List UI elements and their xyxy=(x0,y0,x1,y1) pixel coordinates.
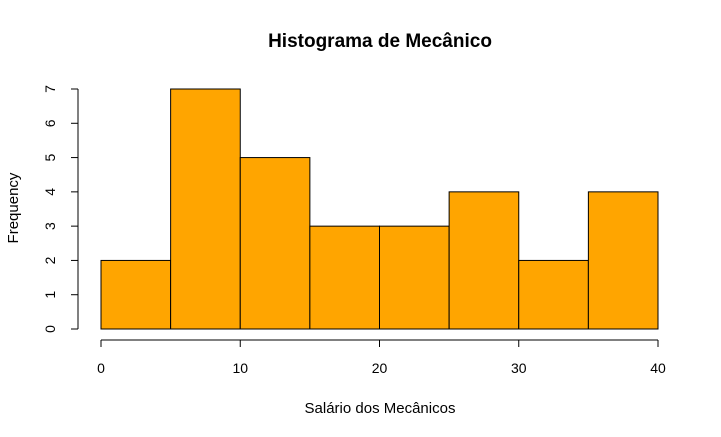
y-tick-label: 3 xyxy=(42,222,58,230)
y-tick-label: 7 xyxy=(42,85,58,93)
histogram-bar-5 xyxy=(448,191,520,330)
x-tick-label: 10 xyxy=(232,360,248,376)
y-tick-label: 4 xyxy=(42,188,58,196)
y-axis-label: Frequency xyxy=(5,172,22,243)
histogram-bar-4 xyxy=(379,225,450,330)
histogram-bar-1 xyxy=(170,88,241,330)
histogram-bar-3 xyxy=(309,225,380,330)
y-tick-label: 1 xyxy=(42,291,58,299)
x-tick-label: 20 xyxy=(372,360,388,376)
x-tick-label: 30 xyxy=(511,360,527,376)
x-tick-label: 0 xyxy=(97,360,105,376)
histogram-bar-7 xyxy=(587,191,659,330)
x-axis-label: Salário dos Mecânicos xyxy=(305,400,456,417)
histogram-bar-0 xyxy=(100,259,172,330)
y-tick-label: 5 xyxy=(42,153,58,161)
y-axis: 0 1 2 3 4 5 6 7 xyxy=(42,85,79,333)
x-tick-label: 40 xyxy=(650,360,666,376)
chart-title: Histograma de Mecânico xyxy=(268,31,492,52)
y-tick-label: 0 xyxy=(42,325,58,333)
x-axis: 0 10 20 30 40 xyxy=(97,339,666,376)
histogram-bar-6 xyxy=(518,259,589,330)
histogram-bar-2 xyxy=(239,157,311,330)
bars-group xyxy=(100,88,659,330)
y-tick-label: 2 xyxy=(42,256,58,264)
y-tick-label: 6 xyxy=(42,119,58,127)
